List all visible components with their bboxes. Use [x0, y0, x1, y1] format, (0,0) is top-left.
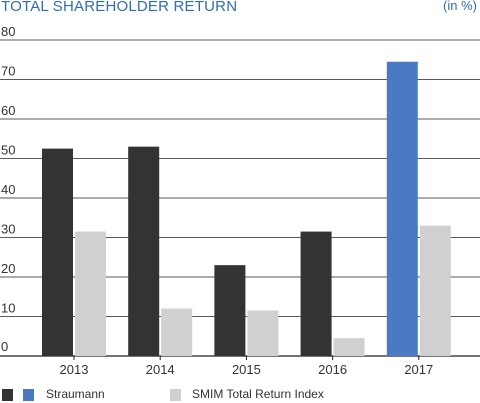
y-tick-label: 40 [1, 182, 15, 197]
bar-smim-2013 [75, 231, 106, 356]
y-tick-label: 60 [1, 103, 15, 118]
bar-smim-2014 [161, 308, 193, 356]
bar-smim-2017 [419, 225, 451, 356]
bar-straumann-2016 [300, 231, 332, 356]
legend-label-straumann: Straumann [46, 387, 105, 401]
y-tick-label: 10 [1, 301, 15, 316]
bar-straumann-2014 [128, 146, 160, 356]
unit-label: (in %) [443, 0, 477, 13]
legend-label-smim: SMIM Total Return Index [192, 387, 324, 401]
x-tick-label: 2013 [60, 362, 89, 377]
y-tick-label: 30 [1, 222, 15, 237]
bar-smim-2015 [247, 310, 279, 356]
bar-smim-2016 [333, 338, 365, 356]
legend-swatch-smim [170, 389, 181, 401]
bar-straumann-2015 [214, 265, 246, 356]
bar-straumann-2013 [42, 148, 73, 356]
legend-swatch-straumann-dark [2, 389, 13, 401]
x-tick-label: 2016 [318, 362, 347, 377]
y-tick-label: 0 [1, 339, 8, 354]
bar-straumann-2017 [386, 61, 418, 356]
y-tick-label: 70 [1, 64, 15, 79]
chart-title: TOTAL SHAREHOLDER RETURN [1, 0, 238, 15]
y-tick-label: 20 [1, 261, 15, 276]
y-tick-label: 80 [1, 24, 15, 39]
legend-swatch-straumann-blue [23, 389, 34, 401]
x-tick-label: 2015 [232, 362, 261, 377]
x-tick-label: 2014 [146, 362, 175, 377]
x-tick-label: 2017 [404, 362, 433, 377]
y-tick-label: 50 [1, 143, 15, 158]
